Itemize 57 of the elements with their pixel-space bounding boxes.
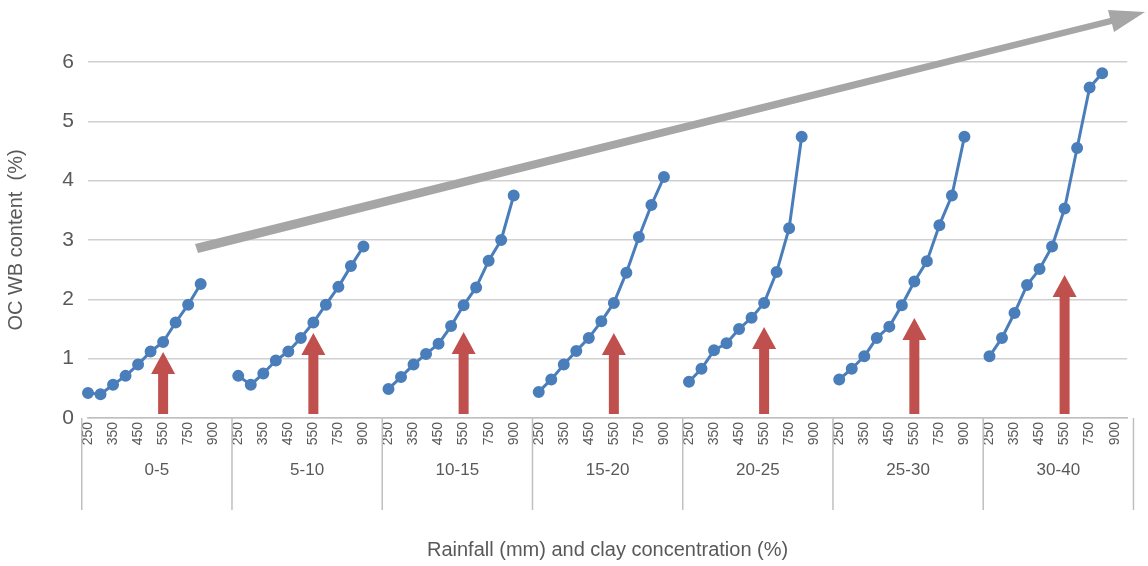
x-tick-label: 250 [830, 421, 847, 446]
x-tick-label: 900 [805, 421, 822, 446]
text: 20-25 [736, 459, 780, 479]
y-axis-title: OC WB content (%) [3, 149, 26, 331]
x-tick-label: 450 [429, 421, 446, 446]
y-tick-label: 4 [62, 167, 75, 191]
text: 30-40 [1036, 459, 1081, 479]
x-tick-label: 550 [153, 421, 170, 446]
x-tick-label: 750 [930, 421, 947, 446]
x-tick-label: 450 [729, 421, 746, 446]
x-tick-label: 750 [479, 421, 496, 446]
text: 25-30 [886, 459, 930, 479]
x-tick-label: 900 [1105, 421, 1122, 446]
x-tick-label: 350 [254, 421, 271, 446]
y-tick-label: 1 [62, 345, 74, 369]
x-tick-label: 250 [980, 421, 997, 446]
x-tick-label: 350 [704, 421, 721, 446]
x-tick-label: 900 [204, 421, 221, 446]
x-tick-label: 450 [279, 421, 296, 446]
x-tick-label: 550 [1055, 421, 1072, 446]
x-tick-label: 550 [454, 421, 471, 446]
x-tick-label: 450 [1030, 421, 1047, 446]
x-tick-label: 550 [604, 421, 621, 446]
text: 15-20 [585, 459, 630, 479]
x-tick-label: 900 [504, 421, 521, 446]
x-tick-label: 350 [404, 421, 421, 446]
y-tick-label: 3 [62, 226, 74, 250]
y-tick-label: 5 [62, 108, 74, 132]
x-tick-label: 350 [1005, 421, 1022, 446]
x-tick-label: 450 [880, 421, 897, 446]
x-tick-label: 350 [855, 421, 872, 446]
x-tick-label: 750 [329, 421, 346, 446]
x-tick-label: 550 [754, 421, 771, 446]
x-tick-label: 900 [955, 421, 972, 446]
x-tick-label: 550 [304, 421, 321, 446]
y-tick-label: 6 [62, 48, 74, 72]
x-tick-label: 750 [1080, 421, 1097, 446]
x-tick-label: 900 [654, 421, 671, 446]
text: 0-5 [144, 459, 170, 479]
x-tick-label: 350 [554, 421, 571, 446]
text: 5-10 [290, 459, 325, 479]
x-tick-label: 250 [679, 421, 696, 446]
x-tick-label: 250 [529, 421, 546, 446]
x-tick-label: 350 [103, 421, 120, 446]
x-tick-label: 900 [354, 421, 371, 446]
x-tick-label: 250 [78, 421, 95, 446]
y-tick-label: 2 [62, 286, 74, 310]
x-tick-label: 550 [905, 421, 922, 446]
y-tick-label: 0 [62, 404, 74, 428]
x-tick-label: 250 [229, 421, 246, 446]
x-tick-label: 450 [128, 421, 145, 446]
x-tick-label: 450 [579, 421, 596, 446]
x-tick-label: 750 [629, 421, 646, 446]
x-tick-label: 750 [780, 421, 797, 446]
text: 10-15 [435, 459, 480, 479]
x-tick-label: 750 [179, 421, 196, 446]
x-axis-title: Rainfall (mm) and clay concentration (%) [426, 537, 789, 560]
